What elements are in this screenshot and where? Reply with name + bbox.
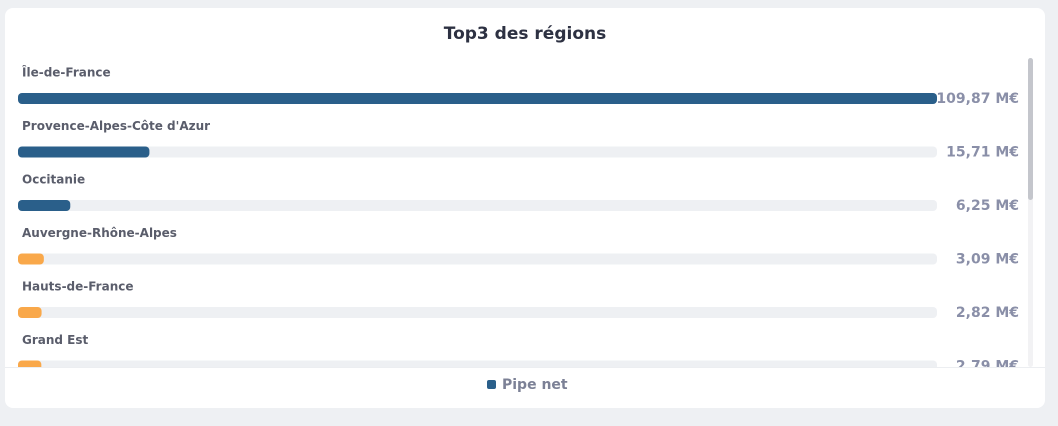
category-label: Grand Est [22,333,89,347]
bar-track [18,307,937,318]
bar [18,307,42,318]
bar-track [18,146,937,158]
legend-label[interactable]: Pipe net [502,377,568,393]
legend-swatch[interactable] [487,380,496,389]
value-label: 3,09 M€ [956,252,1019,268]
bar [18,93,937,104]
bar [18,200,71,211]
category-label: Occitanie [22,173,85,187]
bar [18,146,150,158]
category-label: Île-de-France [22,65,111,80]
bar-track [18,200,937,211]
scroll-area[interactable]: Île-de-France 109,87 M€ Provence-Alpes-Côt… [18,65,1019,375]
category-label: Hauts-de-France [22,280,134,294]
value-label: 2,82 M€ [956,305,1019,321]
value-label: 6,25 M€ [956,198,1019,214]
value-label: 109,87 M€ [936,91,1019,107]
bar [18,360,42,367]
bar-track [18,360,937,367]
bar [18,253,44,265]
value-label: 2,79 M€ [956,359,1019,375]
scrollbar-thumb[interactable] [1028,58,1033,200]
value-label: 15,71 M€ [946,145,1019,161]
category-label: Provence-Alpes-Côte d'Azur [22,119,210,133]
bar-track [18,253,937,265]
category-label: Auvergne-Rhône-Alpes [22,226,177,240]
chart-title: Top3 des régions [444,24,606,44]
